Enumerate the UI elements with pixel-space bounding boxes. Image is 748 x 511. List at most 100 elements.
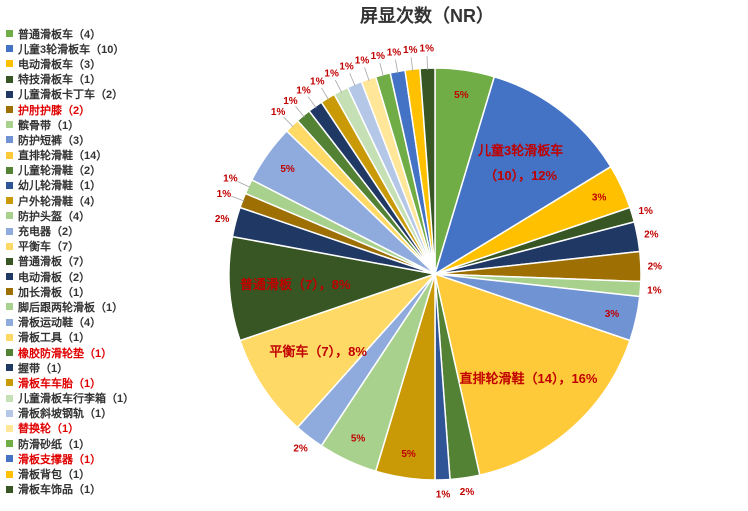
data-label: 1% xyxy=(647,286,662,297)
legend-swatch xyxy=(6,318,13,326)
leader-line xyxy=(410,57,414,72)
data-label: 1% xyxy=(223,174,238,185)
legend-swatch xyxy=(6,181,13,189)
legend-swatch xyxy=(6,166,13,174)
legend-swatch xyxy=(6,257,13,265)
legend-swatch xyxy=(6,273,13,281)
legend-item: 加长滑板（1） xyxy=(6,284,176,299)
legend-label: 儿童滑板卡丁车（2） xyxy=(18,89,124,102)
data-label: 2% xyxy=(293,444,308,455)
legend-swatch xyxy=(6,121,13,129)
data-label: 1% xyxy=(403,45,418,56)
legend-swatch xyxy=(6,60,13,68)
legend-item: 儿童3轮滑板车（10） xyxy=(6,41,176,56)
legend-item: 滑板工具（1） xyxy=(6,330,176,345)
data-label: 平衡车（7），8% xyxy=(269,344,367,359)
data-label: 5% xyxy=(351,434,366,445)
legend-label: 直排轮滑鞋（14） xyxy=(18,150,108,163)
data-label: 1% xyxy=(387,47,402,58)
data-label: 2% xyxy=(215,214,230,225)
data-label: 1% xyxy=(355,56,370,67)
legend-label: 加长滑板（1） xyxy=(18,286,91,299)
data-label: 3% xyxy=(592,193,607,204)
legend-swatch xyxy=(6,485,13,493)
legend-swatch xyxy=(6,197,13,205)
legend-swatch xyxy=(6,364,13,372)
data-label: 5% xyxy=(401,449,416,460)
chart-title: 屏显次数（NR） xyxy=(360,6,494,26)
pie-slice xyxy=(433,272,631,476)
legend-item: 户外轮滑鞋（4） xyxy=(6,193,176,208)
legend-swatch xyxy=(6,227,13,235)
legend-item: 滑板背包（1） xyxy=(6,466,176,481)
legend-swatch xyxy=(6,288,13,296)
legend-label: 滑板支撑器（1） xyxy=(18,453,102,466)
legend-swatch xyxy=(6,303,13,311)
legend-label: 特技滑板车（1） xyxy=(18,74,102,87)
data-label: 1% xyxy=(271,107,286,118)
data-label: 2% xyxy=(644,230,659,241)
leader-line xyxy=(379,62,384,77)
legend-label: 充电器（2） xyxy=(18,226,80,239)
legend-item: 平衡车（7） xyxy=(6,239,176,254)
legend-swatch xyxy=(6,30,13,38)
legend-label: 滑板车车胎（1） xyxy=(18,377,102,390)
legend-swatch xyxy=(6,455,13,463)
legend-item: 特技滑板车（1） xyxy=(6,72,176,87)
legend-swatch xyxy=(6,90,13,98)
legend-label: 握带（1） xyxy=(18,362,69,375)
legend-swatch xyxy=(6,45,13,53)
legend-label: 普通滑板车（4） xyxy=(18,28,102,41)
legend-label: 电动滑板车（3） xyxy=(18,58,102,71)
legend-label: 橡胶防滑轮垫（1） xyxy=(18,347,113,360)
legend-swatch xyxy=(6,424,13,432)
data-labels: 5% 儿童3轮滑板车（10），12% 3% 1% 2% 2% 1% 3% 直排轮滑鞋（14），1… xyxy=(215,44,662,501)
legend-item: 防护头盔（4） xyxy=(6,208,176,223)
pie-slice xyxy=(433,75,612,276)
data-label: 1% xyxy=(371,51,386,62)
legend-swatch xyxy=(6,394,13,402)
data-label: 2% xyxy=(648,261,663,272)
legend-swatch xyxy=(6,136,13,144)
data-label: 5% xyxy=(280,164,295,175)
legend-item: 橡胶防滑轮垫（1） xyxy=(6,345,176,360)
legend-label: 滑板背包（1） xyxy=(18,469,91,482)
legend-swatch xyxy=(6,212,13,220)
legend-swatch xyxy=(6,75,13,83)
legend-item: 普通滑板车（4） xyxy=(6,26,176,41)
data-label: 3% xyxy=(605,309,620,320)
legend-label: 普通滑板（7） xyxy=(18,256,91,269)
legend-item: 直排轮滑鞋（14） xyxy=(6,148,176,163)
legend-swatch xyxy=(6,349,13,357)
legend-item: 儿童轮滑鞋（2） xyxy=(6,163,176,178)
legend-label: 户外轮滑鞋（4） xyxy=(18,195,102,208)
data-label: 2% xyxy=(460,487,475,498)
legend-label: 儿童3轮滑板车（10） xyxy=(18,43,125,56)
legend-label: 儿童轮滑鞋（2） xyxy=(18,165,102,178)
legend-swatch xyxy=(6,151,13,159)
legend-label: 儿童滑板车行李箱（1） xyxy=(18,393,135,406)
legend-item: 滑板斜坡钢轨（1） xyxy=(6,406,176,421)
legend-label: 防护短裤（3） xyxy=(18,134,91,147)
data-label: 1% xyxy=(638,206,653,217)
legend-item: 替换轮（1） xyxy=(6,421,176,436)
legend-swatch xyxy=(6,106,13,114)
leader-line xyxy=(237,181,251,188)
data-label: 普通滑板（7），8% xyxy=(240,277,351,292)
data-label: 1% xyxy=(324,69,339,80)
legend: 普通滑板车（4） 儿童3轮滑板车（10） 电动滑板车（3） 特技滑板车（1） 儿童滑板卡… xyxy=(6,26,176,497)
legend-item: 电动滑板（2） xyxy=(6,269,176,284)
legend-swatch xyxy=(6,379,13,387)
legend-label: 髌骨带（1） xyxy=(18,119,80,132)
pie-slice xyxy=(228,235,438,342)
leader-line xyxy=(283,116,294,128)
legend-item: 髌骨带（1） xyxy=(6,117,176,132)
legend-item: 普通滑板（7） xyxy=(6,254,176,269)
legend-item: 防护短裤（3） xyxy=(6,132,176,147)
legend-item: 滑板车车胎（1） xyxy=(6,375,176,390)
leader-line xyxy=(321,87,330,101)
legend-label: 幼儿轮滑鞋（1） xyxy=(18,180,102,193)
legend-item: 电动滑板车（3） xyxy=(6,56,176,71)
legend-item: 滑板车饰品（1） xyxy=(6,482,176,497)
data-label: 1% xyxy=(339,62,354,73)
